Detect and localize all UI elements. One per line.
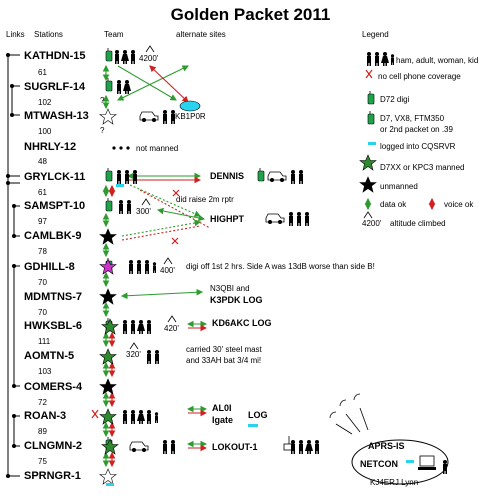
legend-cqsrvr-text: logged into CQSRVR [380, 142, 456, 151]
svg-text:?: ? [100, 96, 105, 105]
legend-d7xx-text: D7XX or KPC3 manned [380, 163, 465, 172]
legend-d7-text-2: or 2nd packet on .39 [380, 125, 453, 134]
legend-data-ok-text: data ok [380, 200, 407, 209]
station-sugrlf: SUGRLF-14 [24, 81, 86, 93]
station-mdmtns: MDMTNS-7 [24, 291, 83, 303]
distance-label: 78 [38, 247, 47, 256]
legend-unmanned-text: unmanned [380, 182, 418, 191]
not-manned-note: not manned [136, 144, 179, 153]
station-kathdn: KATHDN-15 [24, 50, 86, 62]
distance-label: 100 [38, 127, 52, 136]
legend-header: Legend [362, 30, 389, 39]
station-grylck: GRYLCK-11 [24, 171, 86, 183]
station-gdhill: GDHILL-8 [24, 261, 75, 273]
legend-d7-text-1: D7, VX8, FTM350 [380, 114, 445, 123]
netcon-label: NETCON [360, 459, 398, 469]
altitude-label: 400' [160, 266, 175, 275]
kd6akc-log-label: KD6AKC LOG [212, 318, 272, 328]
gdhill-note: digi off 1st 2 hrs. Side A was 13dB wors… [186, 262, 375, 271]
station-nhrly: NHRLY-12 [24, 141, 77, 153]
altitude-label: 420' [164, 324, 179, 333]
distance-label: 61 [38, 188, 47, 197]
kb1p0r-label: KB1P0R [175, 112, 206, 121]
station-mtwash: MTWASH-13 [24, 110, 89, 122]
team-header: Team [104, 30, 124, 39]
aomtn-note-1: carried 30' steel mast [186, 345, 262, 354]
station-hwksbl: HWKSBL-6 [24, 320, 83, 332]
aprs-is-label: APRS-IS [368, 441, 405, 451]
svg-text:?: ? [100, 126, 105, 135]
legend-no-cell-text: no cell phone coverage [378, 72, 461, 81]
station-samspt: SAMSPT-10 [24, 200, 86, 212]
people-icons [115, 50, 395, 454]
station-roan: ROAN-3 [24, 410, 67, 422]
al0i-label: AL0I [212, 403, 232, 413]
distance-label: 70 [38, 308, 47, 317]
station-aomtn: AOMTN-5 [24, 350, 75, 362]
altitude-label: 320' [126, 350, 141, 359]
legend-people-text: ham, adult, woman, kid [396, 56, 479, 65]
altitude-label: 4200' [139, 54, 159, 63]
legend-altitude-value: 4200' [362, 219, 382, 228]
distance-label: 70 [38, 278, 47, 287]
altitude-label: 300' [136, 207, 151, 216]
distance-label: 89 [38, 427, 47, 436]
legend-altitude-text: altitude climbed [390, 219, 446, 228]
station-sprngr: SPRNGR-1 [24, 470, 81, 482]
k3pdk-log-label: K3PDK LOG [210, 295, 263, 305]
legend-voice-ok-text: voice ok [444, 200, 474, 209]
car-icons [129, 111, 287, 453]
legend-d72-text: D72 digi [380, 95, 410, 104]
distance-label: 61 [38, 68, 47, 77]
dennis-label: DENNIS [210, 171, 245, 181]
distance-label: 102 [38, 98, 52, 107]
distance-label: 72 [38, 398, 47, 407]
aomtn-note-2: and 33AH bat 3/4 mi! [186, 356, 262, 365]
links-header: Links [6, 30, 25, 39]
n3qbi-label: N3QBI and [210, 284, 250, 293]
highpt-label: HIGHPT [210, 214, 245, 224]
did-raise-note: did raise 2m rptr [176, 195, 234, 204]
distance-label: 103 [38, 367, 52, 376]
distance-label: 111 [38, 337, 51, 346]
station-camlbk: CAMLBK-9 [24, 230, 82, 242]
distance-label: 75 [38, 457, 47, 466]
igate-label: Igate [212, 415, 234, 425]
distance-label: 97 [38, 217, 47, 226]
kj4erj-label: KJ4ERJ Lynn [370, 478, 419, 487]
station-clngmn: CLNGMN-2 [24, 440, 83, 452]
page-title: Golden Packet 2011 [170, 5, 331, 24]
stations-header: Stations [34, 30, 63, 39]
star-icons [99, 108, 377, 485]
log-label: LOG [248, 410, 268, 420]
station-comers: COMERS-4 [24, 381, 83, 393]
alternate-sites-header: alternate sites [176, 30, 226, 39]
lokout-label: LOKOUT-1 [212, 442, 258, 452]
distance-label: 48 [38, 157, 47, 166]
